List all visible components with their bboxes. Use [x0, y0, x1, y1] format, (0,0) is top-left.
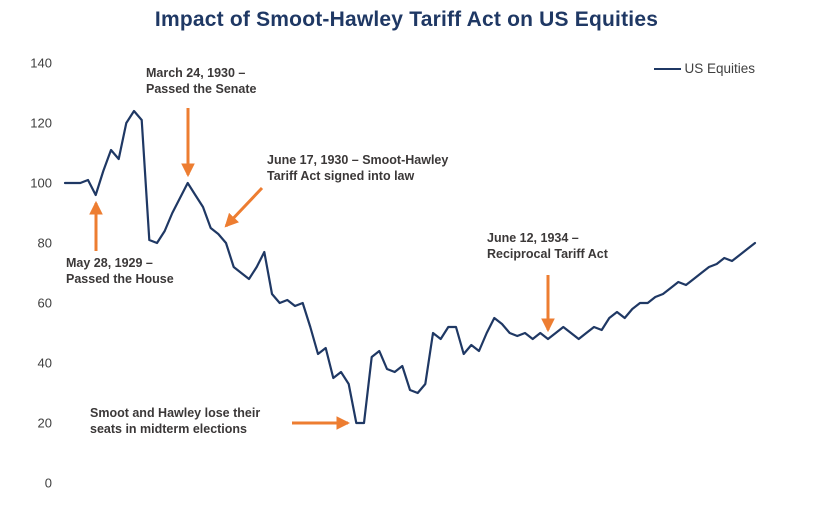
legend: US Equities	[654, 61, 755, 76]
y-axis-label-20: 20	[38, 416, 52, 431]
y-axis-label-80: 80	[38, 236, 52, 251]
annotation-text-line: Smoot and Hawley lose their	[90, 406, 261, 420]
annotation-midterm-elections: Smoot and Hawley lose their seats in mid…	[90, 406, 260, 437]
y-axis-label-120: 120	[30, 116, 52, 131]
annotation-text-line: March 24, 1930 –	[146, 66, 246, 80]
annotation-text-line: June 12, 1934 –	[487, 231, 579, 245]
annotation-text-line: Passed the House	[66, 271, 174, 286]
us-equities-line	[63, 109, 757, 425]
annotation-text-line: seats in midterm elections	[90, 421, 248, 436]
annotation-arrows	[89, 108, 555, 430]
annotation-text-line: Tariff Act signed into law	[267, 168, 415, 183]
annotation-reciprocal-tariff-act: June 12, 1934 – Reciprocal Tariff Act	[487, 231, 608, 262]
annotation-text-line: June 17, 1930 – Smoot-Hawley	[267, 153, 449, 167]
y-axis-label-60: 60	[38, 296, 52, 311]
y-axis-label-40: 40	[38, 356, 52, 371]
annotation-text-line: Reciprocal Tariff Act	[487, 246, 608, 261]
y-axis-label-140: 140	[30, 56, 52, 71]
annotation-signed-into-law: June 17, 1930 – Smoot-Hawley Tariff Act …	[267, 153, 448, 184]
y-axis-label-0: 0	[45, 476, 52, 491]
chart-title: Impact of Smoot-Hawley Tariff Act on US …	[154, 8, 659, 31]
annotation-passed-senate: March 24, 1930 – Passed the Senate	[146, 66, 256, 97]
y-axis-tick-labels: 0 20 40 60 80 100 120 140	[30, 56, 52, 491]
y-axis-label-100: 100	[30, 176, 52, 191]
annotation-text-line: Passed the Senate	[146, 81, 257, 96]
legend-label: US Equities	[684, 61, 755, 76]
annotation-text-line: May 28, 1929 –	[66, 256, 153, 270]
annotation-passed-house: May 28, 1929 – Passed the House	[66, 256, 174, 287]
legend-line-marker	[654, 67, 682, 70]
annotation-arrow-signed-into-law	[224, 186, 264, 228]
